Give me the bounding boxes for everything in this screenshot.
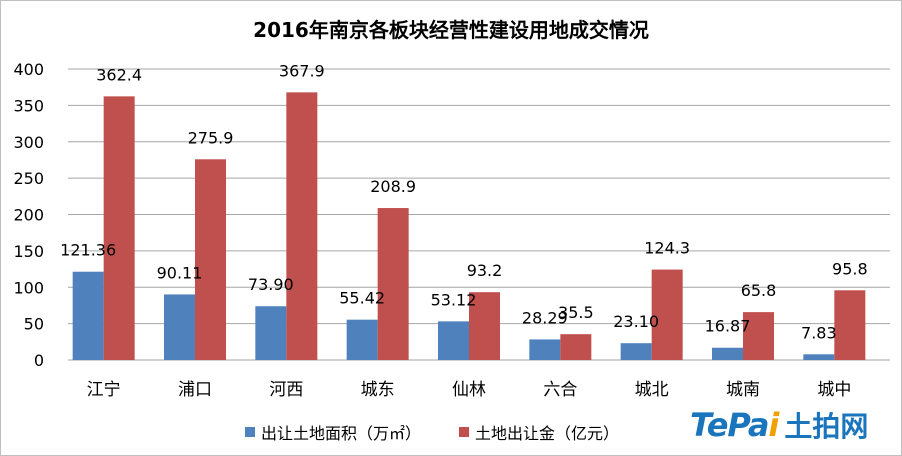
- y-tick-label: 350: [13, 96, 44, 115]
- legend: 出让土地面积（万㎡） 土地出让金（亿元）: [245, 420, 657, 444]
- data-label: 93.2: [467, 261, 503, 280]
- x-tick-label: 城中: [817, 380, 851, 400]
- bar-revenue: [103, 96, 135, 360]
- data-label: 28.29: [522, 308, 568, 327]
- bar-revenue: [286, 92, 318, 360]
- y-tick-label: 50: [24, 315, 44, 334]
- bar-revenue: [377, 208, 409, 360]
- x-axis-ticks: 江宁 浦口 河西 城东 仙林 六合 城北 城南 城中: [87, 380, 852, 400]
- bar-revenue: [469, 292, 500, 360]
- y-tick-label: 200: [13, 206, 44, 225]
- bar-area: [438, 321, 469, 360]
- y-tick-label: 100: [13, 278, 44, 297]
- bar-area: [529, 339, 561, 360]
- data-label: 95.8: [832, 259, 868, 278]
- legend-label-area: 出让土地面积（万㎡）: [261, 424, 422, 443]
- y-tick-label: 250: [13, 169, 44, 188]
- legend-item-area: 出让土地面积（万㎡）: [245, 420, 421, 444]
- bar-revenue: [195, 159, 226, 360]
- y-tick-label: 150: [13, 242, 44, 261]
- y-tick-label: 0: [34, 351, 44, 370]
- y-tick-label: 300: [13, 133, 44, 152]
- data-label: 35.5: [558, 303, 594, 322]
- legend-label-revenue: 土地出让金（亿元）: [475, 424, 620, 443]
- data-label: 53.12: [431, 290, 477, 309]
- data-label: 124.3: [644, 239, 690, 258]
- y-tick-label: 400: [13, 60, 44, 79]
- x-tick-label: 河西: [269, 380, 303, 400]
- bar-area: [255, 306, 287, 360]
- x-tick-label: 浦口: [178, 380, 212, 400]
- legend-swatch-area: [245, 427, 255, 437]
- data-label: 208.9: [370, 177, 416, 196]
- data-label: 362.4: [96, 65, 142, 84]
- data-label: 65.8: [741, 281, 777, 300]
- x-tick-label: 仙林: [452, 380, 486, 400]
- data-label: 121.36: [60, 241, 116, 260]
- tepai-logo: TePai 土拍网: [690, 405, 868, 445]
- x-tick-label: 江宁: [87, 380, 121, 400]
- data-label: 367.9: [279, 61, 325, 80]
- y-axis-ticks: 0 50 100 150 200 250 300 350 400: [13, 60, 44, 370]
- bar-revenue: [560, 334, 592, 360]
- data-label: 73.90: [248, 275, 294, 294]
- x-tick-label: 六合: [543, 380, 577, 400]
- bars: [72, 92, 866, 360]
- data-label: 23.10: [613, 312, 659, 331]
- bar-revenue: [834, 290, 866, 360]
- bar-revenue: [651, 269, 683, 360]
- chart-title: 2016年南京各板块经营性建设用地成交情况: [253, 18, 649, 42]
- bar-area: [620, 343, 652, 360]
- bar-area: [164, 294, 195, 360]
- legend-swatch-revenue: [459, 427, 470, 437]
- data-labels: 121.36 362.4 90.11 275.9 73.90 367.9 55.42 208.…: [60, 61, 867, 342]
- bar-area: [72, 271, 104, 360]
- x-tick-label: 城北: [635, 380, 669, 400]
- data-label: 90.11: [157, 263, 203, 282]
- x-tick-label: 城南: [726, 380, 760, 400]
- logo-en: TePai: [690, 406, 779, 444]
- legend-item-revenue: 土地出让金（亿元）: [459, 420, 619, 444]
- bar-revenue: [743, 312, 774, 360]
- bar-area: [346, 319, 378, 360]
- bar-area: [803, 354, 835, 360]
- data-label: 55.42: [339, 289, 385, 308]
- bar-area: [712, 347, 743, 360]
- x-tick-label: 城东: [361, 380, 395, 400]
- data-label: 7.83: [801, 323, 837, 342]
- data-label: 275.9: [188, 128, 234, 147]
- data-label: 16.87: [705, 317, 751, 336]
- logo-cn: 土拍网: [784, 410, 869, 443]
